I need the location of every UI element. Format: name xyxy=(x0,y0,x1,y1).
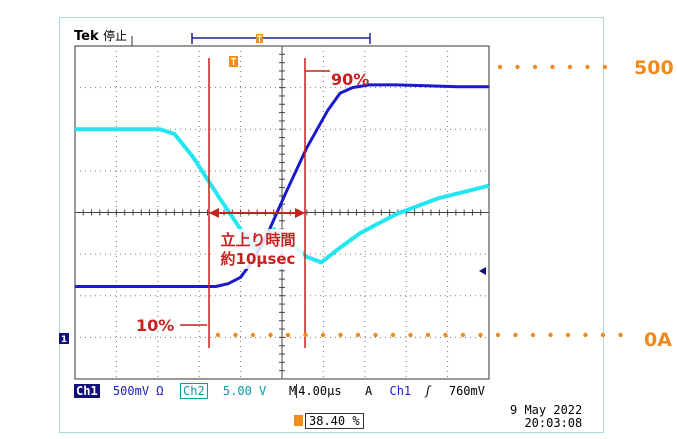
ref-dots-0a xyxy=(215,332,623,338)
ref-dot xyxy=(550,64,555,70)
ref-dot xyxy=(250,332,256,338)
ref-dot xyxy=(618,332,623,338)
ch1-chip: Ch1 xyxy=(74,384,100,398)
trigger-level-marker xyxy=(479,267,486,275)
trigger-position-value: 38.40 % xyxy=(305,413,364,429)
ref-dot xyxy=(497,64,503,70)
trigger-level: 760mV xyxy=(448,384,485,398)
ref-dot xyxy=(460,332,466,338)
ref-dot xyxy=(303,332,308,338)
brand-logo: Tek xyxy=(74,29,99,44)
ref-dot xyxy=(338,332,343,338)
ch2-chip: Ch2 xyxy=(180,383,208,399)
timestamp-date: 9 May 2022 xyxy=(510,403,583,417)
ch1-ground-marker xyxy=(59,333,69,344)
timestamp-time: 20:03:08 xyxy=(524,416,583,430)
ref-dot xyxy=(373,332,378,338)
ref-dot xyxy=(532,64,538,70)
ref-dot xyxy=(565,332,571,338)
label-90-percent: 90% xyxy=(331,70,369,89)
rise-time-label-bg xyxy=(213,229,303,269)
ref-dot xyxy=(585,64,590,70)
ref-dot xyxy=(425,332,431,338)
timebase-label: M xyxy=(289,384,297,398)
ref-dot xyxy=(320,332,326,338)
ref-dot xyxy=(602,64,608,70)
ref-dot xyxy=(408,332,413,338)
ref-dot xyxy=(268,332,273,338)
trigger-slope-icon: ʃ xyxy=(424,384,432,398)
oscilloscope-frame xyxy=(59,17,604,433)
ch2-status: Ch2 5.00 V xyxy=(180,383,266,399)
ref-dot xyxy=(355,332,361,338)
ref-dot xyxy=(583,332,588,338)
timebase-value: 4.00µs xyxy=(296,384,342,398)
ref-dot xyxy=(600,332,606,338)
run-state: 停止 xyxy=(103,29,128,43)
trigger-mode: A xyxy=(365,384,373,398)
ch1-scale: 500mV Ω xyxy=(112,384,164,398)
rise-time-arrow-right-head xyxy=(295,208,305,218)
trigger-source: Ch1 xyxy=(389,384,412,398)
ref-dots-500 xyxy=(497,64,608,70)
rise-time-label-line1: 立上り時間 xyxy=(220,231,295,249)
timestamp: 9 May 2022 20:03:08 xyxy=(510,404,582,430)
label-0a: 0A xyxy=(644,329,672,351)
brand-header: Tek 停止 xyxy=(74,27,127,44)
trigger-status: A Ch1 ʃ 760mV xyxy=(365,383,485,399)
ref-dot xyxy=(513,332,518,338)
label-10-percent: 10% xyxy=(136,316,174,335)
ref-dot xyxy=(478,332,483,338)
ref-dot xyxy=(285,332,291,338)
label-500: 500 xyxy=(634,57,674,79)
ch1-status: Ch1 500mV Ω xyxy=(74,383,164,399)
ref-dot xyxy=(530,332,536,338)
ref-dot xyxy=(233,332,238,338)
ref-dot xyxy=(495,332,501,338)
ref-dot xyxy=(567,64,573,70)
rise-time-arrow-left-head xyxy=(209,208,219,218)
ref-dot xyxy=(215,332,221,338)
ref-dot xyxy=(443,332,448,338)
trigger-position-icon xyxy=(294,415,303,426)
ref-dot xyxy=(548,332,553,338)
trigger-position-readout: 38.40 % xyxy=(294,413,364,429)
timebase-status: M 4.00µs xyxy=(289,383,342,399)
ch2-scale: 5.00 V xyxy=(222,384,267,398)
ch1-waveform xyxy=(75,83,489,288)
ch1-ground-marker-label: 1 xyxy=(61,335,67,345)
ref-dot xyxy=(515,64,520,70)
rise-time-label-line2: 約10µsec xyxy=(221,250,296,268)
ref-dot xyxy=(390,332,396,338)
